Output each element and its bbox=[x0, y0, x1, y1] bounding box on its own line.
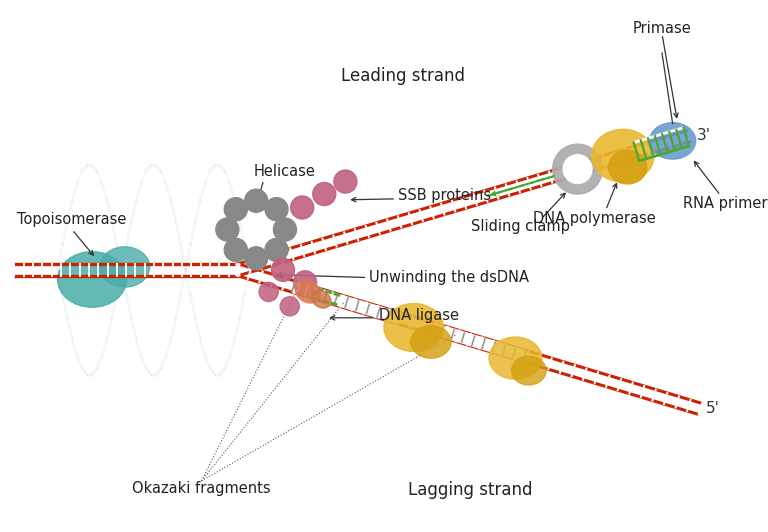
Text: RNA primer: RNA primer bbox=[684, 196, 768, 211]
Text: Helicase: Helicase bbox=[254, 164, 316, 179]
Text: Unwinding the dsDNA: Unwinding the dsDNA bbox=[369, 270, 529, 285]
Circle shape bbox=[245, 247, 268, 270]
Ellipse shape bbox=[650, 123, 696, 159]
Ellipse shape bbox=[295, 280, 320, 303]
Text: 3': 3' bbox=[697, 128, 710, 143]
Ellipse shape bbox=[511, 356, 546, 385]
Ellipse shape bbox=[311, 290, 331, 308]
Circle shape bbox=[245, 189, 268, 212]
Text: Topoisomerase: Topoisomerase bbox=[17, 212, 127, 228]
Ellipse shape bbox=[384, 304, 443, 352]
Text: Lagging strand: Lagging strand bbox=[408, 481, 532, 500]
Ellipse shape bbox=[489, 337, 541, 379]
Circle shape bbox=[293, 271, 316, 294]
Circle shape bbox=[280, 297, 300, 316]
Ellipse shape bbox=[411, 326, 451, 358]
Ellipse shape bbox=[608, 151, 647, 184]
Circle shape bbox=[224, 198, 247, 221]
Circle shape bbox=[553, 144, 603, 194]
Ellipse shape bbox=[58, 252, 127, 307]
Text: DNA ligase: DNA ligase bbox=[379, 309, 459, 323]
Circle shape bbox=[291, 196, 313, 219]
Circle shape bbox=[272, 259, 295, 281]
Circle shape bbox=[334, 170, 357, 193]
Circle shape bbox=[265, 198, 288, 221]
Text: Primase: Primase bbox=[633, 21, 691, 36]
Text: Leading strand: Leading strand bbox=[341, 67, 465, 85]
Circle shape bbox=[259, 282, 278, 302]
Circle shape bbox=[273, 218, 296, 241]
Text: Sliding clamp: Sliding clamp bbox=[471, 219, 569, 234]
Text: SSB proteins: SSB proteins bbox=[398, 188, 492, 203]
Circle shape bbox=[265, 238, 288, 261]
Text: Okazaki fragments: Okazaki fragments bbox=[132, 481, 271, 496]
Circle shape bbox=[216, 218, 239, 241]
Ellipse shape bbox=[100, 247, 150, 287]
Text: DNA polymerase: DNA polymerase bbox=[533, 211, 655, 226]
Circle shape bbox=[563, 155, 592, 184]
Text: 5': 5' bbox=[706, 402, 720, 417]
Ellipse shape bbox=[591, 129, 654, 182]
Circle shape bbox=[313, 182, 336, 205]
Circle shape bbox=[224, 238, 247, 261]
